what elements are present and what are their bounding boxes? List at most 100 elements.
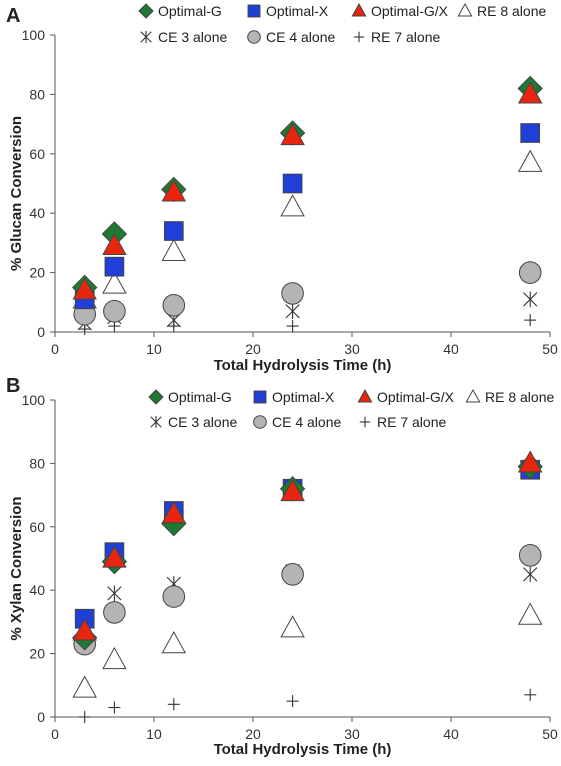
y-axis-label: % Xylan Conversion bbox=[8, 496, 25, 640]
x-tick-label: 20 bbox=[245, 341, 261, 357]
legend-item: RE 8 alone bbox=[457, 2, 546, 19]
x-tick-label: 20 bbox=[245, 726, 261, 742]
data-point bbox=[520, 123, 541, 143]
data-point bbox=[78, 711, 91, 723]
x-tick-label: 0 bbox=[51, 726, 59, 742]
legend-marker bbox=[353, 31, 365, 43]
data-point bbox=[102, 232, 127, 256]
panel-b: B 0 20 40 60 80 100 0 10 20 30 40 50 Total Hydrolysis… bbox=[6, 375, 558, 758]
x-tick-label: 10 bbox=[146, 726, 162, 742]
legend-marker bbox=[457, 2, 473, 17]
series-re-8-alone bbox=[72, 602, 543, 698]
data-point bbox=[104, 256, 125, 277]
legend-item: RE 7 alone bbox=[353, 29, 440, 45]
y-tick-label: 100 bbox=[22, 27, 46, 43]
data-point bbox=[102, 646, 127, 670]
legend-marker bbox=[247, 30, 261, 44]
data-point bbox=[161, 179, 187, 202]
legend-marker bbox=[253, 415, 267, 429]
legend-label: RE 8 alone bbox=[477, 3, 546, 19]
series-ce-3-alone bbox=[77, 563, 538, 637]
data-point bbox=[524, 688, 537, 701]
series-optimal-g bbox=[71, 453, 543, 651]
series-ce-4-alone bbox=[73, 261, 542, 326]
x-tick-label: 10 bbox=[146, 341, 162, 357]
series-optimal-x bbox=[74, 123, 541, 310]
data-point bbox=[102, 545, 127, 568]
legend-marker bbox=[140, 30, 152, 44]
data-point bbox=[280, 122, 305, 146]
x-tick-label: 30 bbox=[344, 726, 360, 742]
data-point bbox=[281, 282, 304, 305]
data-point bbox=[163, 221, 184, 241]
data-point bbox=[286, 320, 299, 333]
series-optimal-g-x bbox=[72, 450, 543, 641]
y-tick-label: 0 bbox=[37, 709, 45, 725]
y-tick-label: 20 bbox=[29, 265, 45, 281]
y-tick-label: 20 bbox=[29, 646, 45, 662]
legend-item: RE 8 alone bbox=[465, 388, 554, 405]
panel-letter: B bbox=[6, 375, 20, 397]
x-tick-label: 40 bbox=[443, 726, 459, 742]
legend-label: Optimal-G bbox=[158, 3, 222, 19]
legend-label: Optimal-X bbox=[266, 3, 329, 19]
legend-marker bbox=[150, 415, 162, 429]
legend-label: Optimal-G/X bbox=[371, 3, 449, 19]
legend-label: CE 3 alone bbox=[168, 414, 237, 430]
legend-label: CE 4 alone bbox=[266, 29, 335, 45]
y-tick-label: 60 bbox=[29, 519, 45, 535]
y-tick-label: 100 bbox=[22, 392, 46, 408]
legend-marker bbox=[138, 3, 154, 19]
panel-a: A 0 20 40 60 80 100 0 10 20 30 40 50 Total Hydrolysis… bbox=[6, 2, 558, 374]
data-point bbox=[524, 314, 537, 327]
x-axis-label: Total Hydrolysis Time (h) bbox=[214, 741, 392, 758]
legend-label: CE 4 alone bbox=[272, 414, 341, 430]
data-point bbox=[280, 194, 305, 217]
data-point bbox=[517, 81, 543, 104]
legend-marker bbox=[148, 389, 164, 405]
series-ce-3-alone bbox=[77, 291, 538, 331]
legend-item: Optimal-G bbox=[138, 3, 222, 19]
y-tick-label: 80 bbox=[29, 455, 45, 471]
legend-item: CE 3 alone bbox=[140, 29, 227, 45]
x-tick-label: 0 bbox=[51, 341, 59, 357]
data-point bbox=[286, 695, 299, 708]
series-optimal-g-x bbox=[72, 81, 543, 300]
data-point bbox=[167, 698, 180, 711]
legend-label: CE 3 alone bbox=[158, 29, 227, 45]
x-tick-label: 50 bbox=[542, 341, 558, 357]
data-point bbox=[162, 293, 186, 317]
series-optimal-g bbox=[71, 75, 543, 301]
legend-label: RE 7 alone bbox=[371, 29, 440, 45]
data-point bbox=[103, 299, 126, 323]
series-ce-4-alone bbox=[73, 544, 542, 656]
data-point bbox=[161, 238, 187, 261]
data-point bbox=[523, 291, 538, 308]
series-optimal-x bbox=[74, 459, 541, 629]
legend-item: Optimal-G/X bbox=[351, 2, 449, 19]
legend-label: Optimal-G/X bbox=[377, 389, 455, 405]
x-tick-label: 30 bbox=[344, 341, 360, 357]
y-tick-label: 60 bbox=[29, 146, 45, 162]
legend-marker bbox=[253, 390, 267, 404]
legend: Optimal-G Optimal-X Optimal-G/X RE 8 alone C… bbox=[148, 388, 554, 430]
y-axis-label: % Glucan Conversion bbox=[8, 116, 25, 271]
y-tick-label: 80 bbox=[29, 86, 45, 102]
data-point bbox=[517, 149, 543, 172]
legend: Optimal-G Optimal-X Optimal-G/X RE 8 alone C… bbox=[138, 2, 546, 45]
data-point bbox=[280, 478, 305, 502]
legend-item: CE 4 alone bbox=[247, 29, 335, 45]
series-re-8-alone bbox=[72, 149, 543, 309]
legend-marker bbox=[351, 2, 367, 17]
data-point bbox=[161, 631, 187, 654]
legend-item: Optimal-G/X bbox=[357, 388, 455, 405]
data-point bbox=[518, 261, 542, 284]
legend-item: Optimal-G bbox=[148, 389, 232, 405]
data-point bbox=[162, 585, 186, 608]
data-point bbox=[108, 701, 121, 714]
data-point bbox=[103, 601, 126, 624]
data-point bbox=[161, 501, 187, 524]
legend-label: RE 8 alone bbox=[485, 389, 554, 405]
data-point bbox=[517, 602, 543, 625]
legend-marker bbox=[247, 4, 261, 18]
